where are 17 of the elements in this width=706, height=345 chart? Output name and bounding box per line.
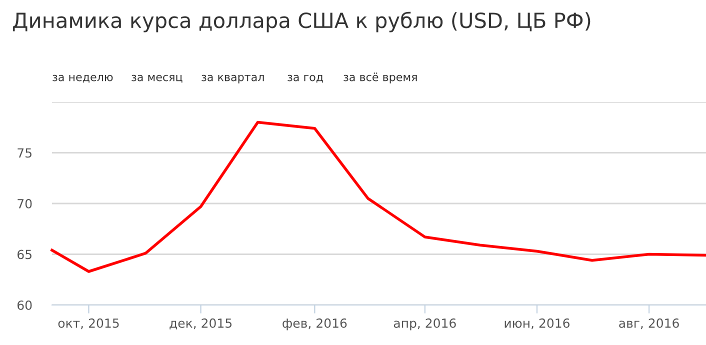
y-tick-label: 70 <box>18 198 32 208</box>
text: за квартал <box>202 74 264 84</box>
text: за год <box>288 74 323 83</box>
x-tick-label: апр, 2016 <box>394 318 456 330</box>
x-tick-label: июн, 2016 <box>504 318 570 330</box>
chart-title: Динамика курса доллара США к рублю (USD, ЦБ РФ) <box>13 12 590 32</box>
text: за месяц <box>132 74 182 83</box>
line-series <box>50 120 706 273</box>
y-tick-label: 65 <box>18 250 32 260</box>
x-tick-label: дек, 2015 <box>170 318 232 330</box>
x-tick-label: авг, 2016 <box>619 318 679 330</box>
x-tick-label: фев, 2016 <box>282 318 347 330</box>
text: за неделю <box>52 74 113 83</box>
text: за всё время <box>344 72 417 84</box>
x-tick-label: окт, 2015 <box>58 318 119 330</box>
y-tick-label: 75 <box>18 148 32 158</box>
y-tick-label: 60 <box>18 300 32 310</box>
